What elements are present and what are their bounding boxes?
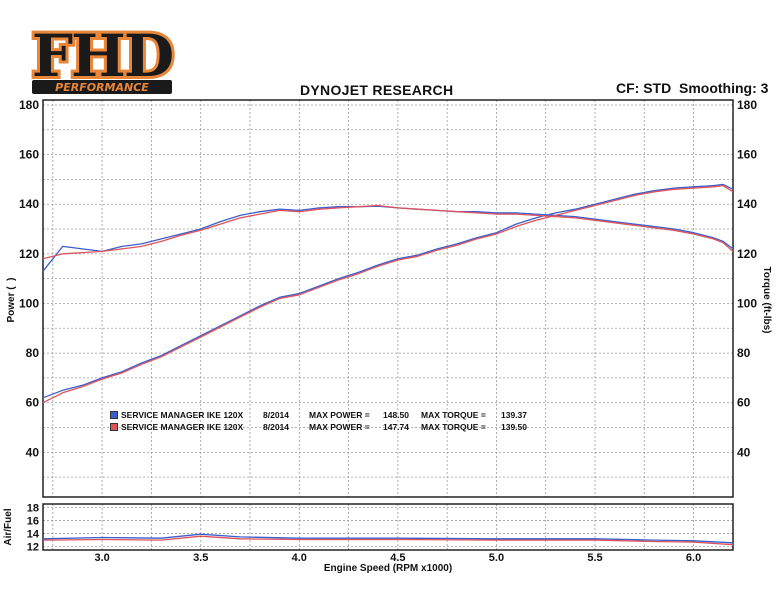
af-y-tick-label: 18 — [27, 502, 39, 514]
x-tick-label: 6.0 — [686, 552, 701, 564]
legend-max-torque-label: MAX TORQUE = — [421, 410, 486, 420]
legend-row-run-2: SERVICE MANAGER IKE 120X 8/2014 MAX POWE… — [110, 421, 527, 433]
legend-run-name: SERVICE MANAGER IKE 120X — [121, 422, 244, 432]
legend: SERVICE MANAGER IKE 120X 8/2014 MAX POWE… — [110, 409, 527, 433]
left-y-tick-label: 140 — [19, 197, 39, 211]
left-y-tick-label: 60 — [26, 396, 40, 410]
series-line-air-fuel-run-2 — [42, 535, 734, 546]
x-tick-labels: 3.0 3.5 4.0 4.5 5.0 5.5 6.0 — [94, 552, 701, 564]
x-tick-label: 4.0 — [292, 552, 307, 564]
x-tick-label: 3.5 — [193, 552, 208, 564]
legend-max-power-value: 147.74 — [383, 422, 409, 432]
right-y-tick-label: 100 — [737, 296, 757, 310]
legend-max-torque-value: 139.37 — [501, 410, 527, 420]
legend-max-power-label: MAX POWER = — [309, 410, 370, 420]
legend-swatch-run-1 — [110, 411, 118, 419]
legend-row-run-1: SERVICE MANAGER IKE 120X 8/2014 MAX POWE… — [110, 409, 527, 421]
x-tick-label: 4.5 — [390, 552, 405, 564]
af-y-tick-label: 12 — [27, 542, 39, 554]
svg-text:FHD: FHD — [32, 22, 172, 90]
series-line-power-run-1 — [42, 183, 734, 399]
legend-max-power-value: 148.50 — [383, 410, 409, 420]
legend-run-date: 8/2014 — [263, 410, 289, 420]
left-y-tick-label: 120 — [19, 247, 39, 261]
series-line-torque-run-2 — [42, 204, 734, 260]
af-y-tick-label: 16 — [27, 515, 39, 527]
main-gridlines — [43, 100, 733, 497]
right-y-tick-label: 120 — [737, 247, 757, 261]
svg-text:PERFORMANCE: PERFORMANCE — [55, 81, 149, 94]
legend-swatch-run-2 — [110, 423, 118, 431]
af-gridlines — [43, 504, 733, 550]
svg-text:FHD: FHD — [32, 22, 172, 90]
series-line-air-fuel-run-1 — [42, 533, 734, 544]
chart-title: DYNOJET RESEARCH — [300, 82, 454, 98]
legend-run-date: 8/2014 — [263, 422, 289, 432]
legend-max-power-label: MAX POWER = — [309, 422, 370, 432]
fhd-performance-logo: FHD FHD PERFORMANCE — [29, 20, 177, 94]
x-tick-label: 5.5 — [587, 552, 602, 564]
legend-max-torque-label: MAX TORQUE = — [421, 422, 486, 432]
main-tick-labels: 40 40 60 60 80 80 100 100 120 120 140 140 160 160 180 1… — [19, 98, 757, 459]
x-tick-label: 3.0 — [94, 552, 109, 564]
af-y-tick-label: 14 — [27, 529, 40, 541]
settings-label: CF: STD Smoothing: 3 — [616, 80, 769, 96]
right-y-tick-label: 160 — [737, 148, 757, 162]
right-y-tick-label: 140 — [737, 197, 757, 211]
left-y-tick-label: 80 — [26, 346, 40, 360]
left-y-tick-label: 100 — [19, 296, 39, 310]
right-y-axis-label: Torque (ft-lbs) — [761, 266, 772, 333]
series-line-power-run-2 — [42, 184, 734, 404]
right-y-tick-label: 80 — [737, 346, 751, 360]
main-plot-frame — [42, 99, 734, 498]
left-y-tick-label: 40 — [26, 445, 40, 459]
af-y-axis-label: Air/Fuel — [3, 508, 14, 545]
right-y-tick-label: 60 — [737, 396, 751, 410]
x-axis-label: Engine Speed (RPM x1000) — [324, 563, 452, 574]
x-tick-label: 5.0 — [489, 552, 504, 564]
right-y-tick-label: 40 — [737, 445, 751, 459]
left-y-tick-label: 180 — [19, 98, 39, 112]
af-series — [42, 533, 734, 546]
main-series — [42, 183, 734, 404]
right-y-tick-label: 180 — [737, 98, 757, 112]
legend-max-torque-value: 139.50 — [501, 422, 527, 432]
left-y-axis-label: Power ( ) — [6, 277, 17, 322]
left-y-tick-label: 160 — [19, 148, 39, 162]
af-plot-frame — [42, 503, 734, 551]
legend-run-name: SERVICE MANAGER IKE 120X — [121, 410, 244, 420]
